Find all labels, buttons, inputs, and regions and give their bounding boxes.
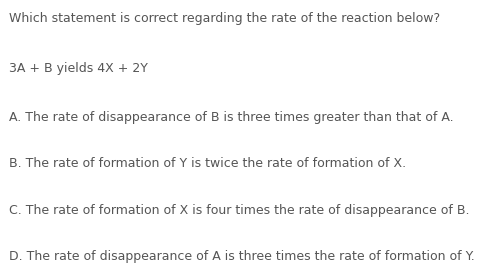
Text: 3A + B yields 4X + 2Y: 3A + B yields 4X + 2Y bbox=[9, 62, 148, 75]
Text: D. The rate of disappearance of A is three times the rate of formation of Y.: D. The rate of disappearance of A is thr… bbox=[9, 250, 475, 263]
Text: C. The rate of formation of X is four times the rate of disappearance of B.: C. The rate of formation of X is four ti… bbox=[9, 204, 469, 217]
Text: B. The rate of formation of Y is twice the rate of formation of X.: B. The rate of formation of Y is twice t… bbox=[9, 157, 406, 170]
Text: A. The rate of disappearance of B is three times greater than that of A.: A. The rate of disappearance of B is thr… bbox=[9, 111, 454, 124]
Text: Which statement is correct regarding the rate of the reaction below?: Which statement is correct regarding the… bbox=[9, 12, 440, 25]
